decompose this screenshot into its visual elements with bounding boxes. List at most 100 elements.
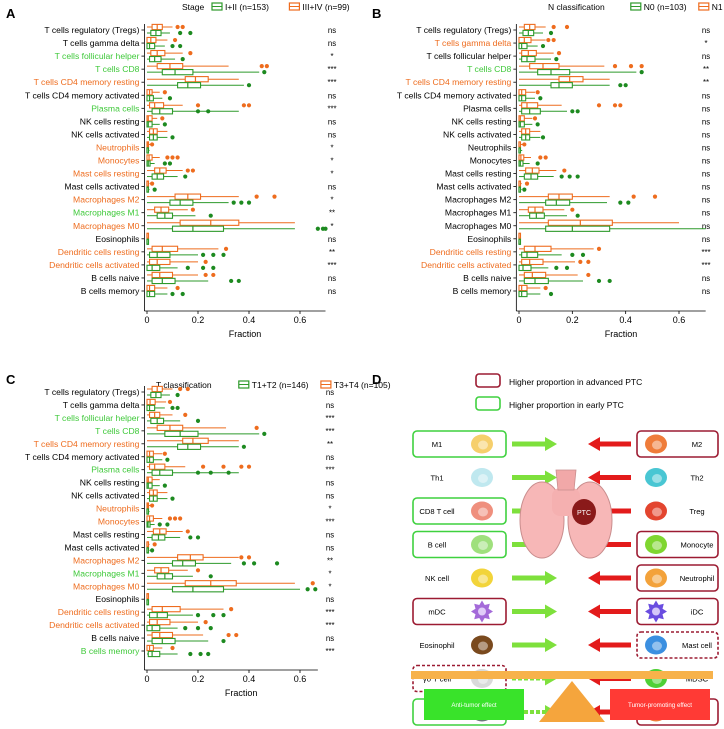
red-arrow (588, 638, 631, 652)
category-label: Mast cells activated (64, 542, 139, 552)
box-iqr (146, 482, 153, 489)
legend-title: Stage (182, 2, 204, 12)
category-label: NK cells resting (452, 116, 512, 126)
significance-label: ns (328, 235, 336, 244)
box-green (519, 199, 631, 206)
box-orange (146, 284, 180, 292)
outlier-point (575, 213, 580, 218)
outlier-point (208, 626, 213, 631)
outlier-point (206, 109, 211, 114)
box-green (146, 238, 150, 245)
outlier-point (631, 194, 636, 199)
significance-label: ns (702, 26, 710, 35)
box-green (518, 186, 527, 193)
significance-label: * (704, 39, 707, 48)
box-iqr (171, 586, 225, 593)
box-iqr (146, 515, 154, 522)
outlier-point (540, 43, 546, 49)
category-label: Plasma cells (91, 103, 139, 113)
outlier-point (195, 470, 201, 475)
outlier-point (195, 109, 201, 114)
cell-body (645, 568, 667, 588)
box-orange (519, 23, 570, 31)
box-orange (147, 554, 252, 561)
cell-nucleus (478, 541, 488, 550)
outlier-point (310, 581, 315, 586)
cell-nucleus (652, 641, 662, 651)
category-label: NK cells resting (80, 116, 140, 126)
box-iqr (150, 49, 166, 57)
box-orange (518, 89, 540, 96)
outlier-point (201, 252, 206, 257)
box-iqr (146, 290, 156, 298)
significance-label: ns (702, 235, 710, 244)
outlier-point (175, 285, 180, 291)
category-label: Macrophages M0 (445, 221, 512, 231)
category-label: Macrophages M1 (73, 568, 140, 578)
significance-label: ns (702, 196, 710, 205)
outlier-point (178, 516, 183, 521)
outlier-point (564, 265, 570, 270)
category-label: Macrophages M2 (445, 195, 512, 205)
outlier-point (185, 168, 190, 173)
x-tick-label: 0.2 (566, 315, 579, 325)
outlier-point (170, 291, 175, 297)
outlier-point (178, 386, 183, 392)
cell-icon (645, 434, 667, 454)
box-iqr (146, 644, 154, 652)
cell-body (471, 568, 493, 588)
outlier-point (596, 103, 602, 108)
cell-nucleus (652, 440, 662, 450)
outlier-point (195, 568, 201, 573)
category-label: T cells CD4 memory resting (34, 77, 140, 87)
box-orange (147, 385, 190, 393)
significance-label: ns (702, 170, 710, 179)
box-orange (147, 618, 208, 626)
box-green (146, 482, 167, 489)
significance-label: ns (326, 492, 334, 501)
category-label: T cells CD8 (467, 64, 511, 74)
outlier-point (612, 64, 618, 69)
outlier-point (241, 103, 246, 108)
box-green (147, 586, 318, 593)
cell-nucleus (478, 641, 488, 651)
box-iqr (523, 271, 547, 279)
box-orange (147, 605, 234, 613)
cell-nucleus (652, 474, 662, 483)
arrow-head (545, 437, 557, 451)
cell-nucleus (478, 607, 486, 616)
outlier-point (575, 174, 580, 179)
legend-key-green (211, 2, 223, 11)
category-label: Macrophages M1 (73, 208, 140, 218)
box-green (147, 173, 188, 180)
box-iqr (518, 36, 532, 44)
panel-b-boxplot: N classification N0 (n=103) N1 (n=138) 0 0.2… (397, 2, 724, 339)
box-iqr (523, 245, 552, 252)
category-label: T cells follicular helper (55, 413, 140, 423)
box-green (147, 611, 226, 619)
significance-label: *** (325, 466, 334, 475)
box-green (147, 134, 175, 141)
significance-label: ns (702, 117, 710, 126)
legend-title: N classification (548, 2, 605, 12)
legend-key-orange (288, 2, 300, 11)
cell-icon (471, 434, 493, 454)
outlier-point (543, 285, 548, 291)
box-green (146, 186, 157, 193)
category-label: Plasma cells (463, 103, 511, 113)
panel-c-boxplot: T classification T1+T2 (n=146) T3+T4 (n=10… (25, 380, 391, 698)
box-iqr (146, 95, 154, 102)
outlier-point (150, 142, 155, 147)
arrow-shaft (600, 542, 631, 547)
significance-label: * (328, 582, 331, 591)
left-cell-label: B cell (428, 541, 447, 550)
outlier-point (535, 122, 540, 127)
green-arrow (512, 638, 557, 652)
significance-label: ns (326, 388, 334, 397)
box-orange (519, 49, 562, 57)
outlier-point (175, 405, 180, 411)
significance-label: ns (326, 634, 334, 643)
box-orange (147, 219, 295, 226)
outlier-point (596, 246, 602, 251)
significance-label: ns (702, 130, 710, 139)
